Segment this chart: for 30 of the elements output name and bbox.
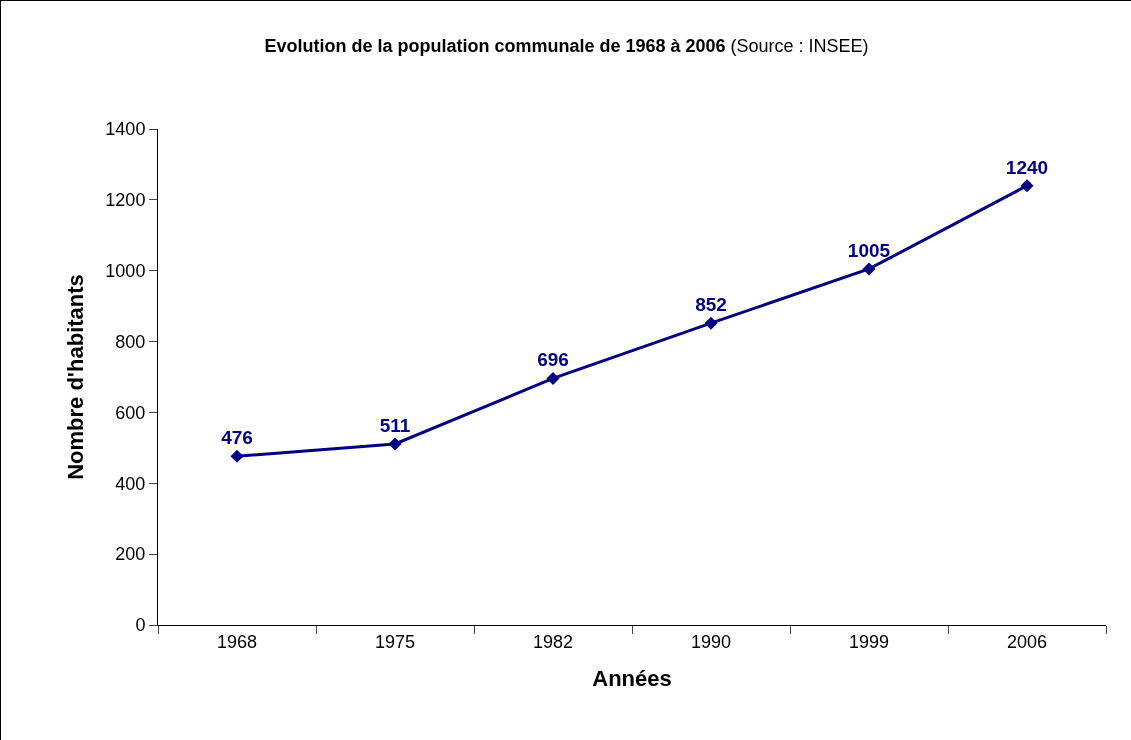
- chart-title: Evolution de la population communale de 1968 à 2006: [264, 35, 726, 56]
- data-label: 1240: [1005, 156, 1049, 178]
- text: (Source : INSEE): [730, 35, 869, 56]
- point: [862, 262, 876, 276]
- point: [546, 371, 560, 385]
- x-tick-label: 1990: [690, 631, 732, 652]
- point: [388, 437, 402, 451]
- y-tick-label: 400: [115, 473, 146, 494]
- x-tick-label: 1975: [374, 631, 416, 652]
- y-tick-label: 200: [115, 544, 146, 565]
- data-label: 1005: [847, 239, 891, 261]
- point: [1020, 179, 1034, 193]
- point: [230, 449, 244, 463]
- x-tick-label: 1999: [848, 631, 890, 652]
- y-tick-label: 600: [115, 402, 146, 423]
- y-tick-label: 1400: [105, 119, 146, 140]
- y-axis-title: Nombre d'habitants: [63, 274, 89, 480]
- y-tick-label: 1000: [105, 261, 146, 282]
- point: [704, 316, 718, 330]
- y-tick-label: 800: [115, 331, 146, 352]
- x-tick-label: 2006: [1006, 631, 1048, 652]
- x-axis-title: Années: [592, 666, 672, 692]
- y-tick-label: 1200: [105, 190, 146, 211]
- y-tick-label: 0: [135, 615, 146, 636]
- data-label: 852: [695, 294, 727, 316]
- data-label: 511: [379, 414, 411, 436]
- data-label: 696: [537, 349, 569, 371]
- x-tick-label: 1968: [216, 631, 258, 652]
- x-tick-label: 1982: [532, 631, 574, 652]
- data-label: 476: [221, 427, 253, 449]
